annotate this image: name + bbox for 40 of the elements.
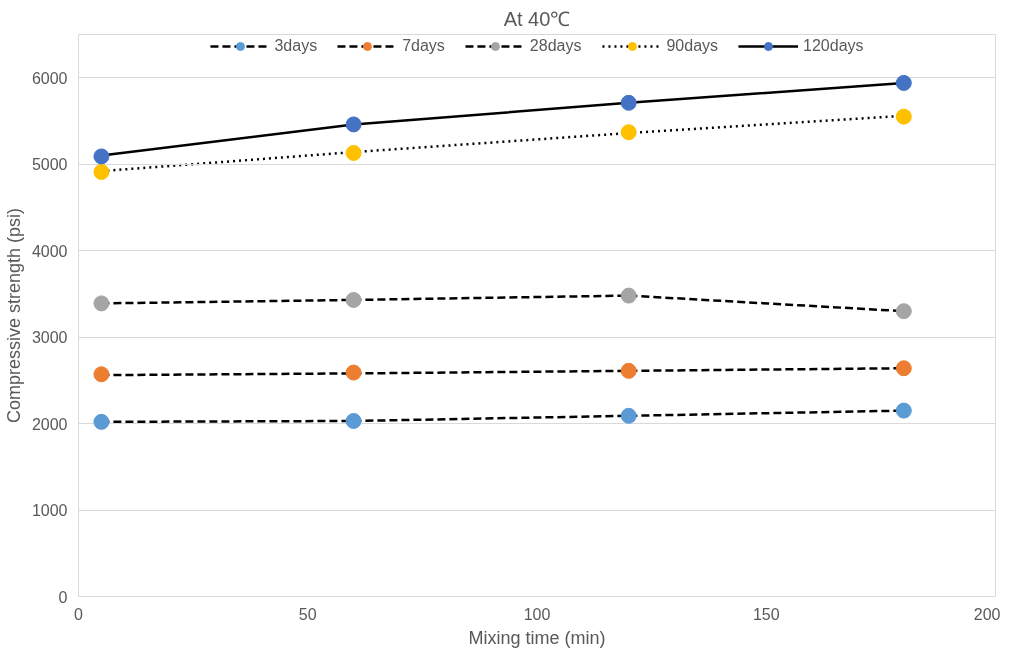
y-tick-label: 6000 xyxy=(31,69,68,87)
point xyxy=(345,364,362,381)
point xyxy=(93,163,110,180)
legend-label: 28days xyxy=(529,37,582,55)
x-tick-label: 0 xyxy=(74,605,84,623)
point xyxy=(620,407,637,424)
x-tick-label: 50 xyxy=(298,605,317,623)
chart-title: At 40℃ xyxy=(503,7,571,30)
point xyxy=(620,124,637,141)
point xyxy=(620,287,637,304)
point xyxy=(345,291,362,308)
point xyxy=(93,366,110,383)
y-tick-label: 2000 xyxy=(31,415,68,433)
point xyxy=(895,108,912,125)
y-tick-label: 5000 xyxy=(31,156,68,174)
x-tick-label: 200 xyxy=(973,605,1001,623)
point xyxy=(895,74,912,91)
y-tick-label: 1000 xyxy=(31,502,68,520)
point xyxy=(895,303,912,320)
point xyxy=(93,148,110,165)
point xyxy=(93,413,110,430)
point xyxy=(620,94,637,111)
x-tick-label: 150 xyxy=(752,605,780,623)
legend-label: 90days xyxy=(666,37,719,55)
point xyxy=(345,413,362,429)
legend-label: 120days xyxy=(803,37,864,55)
point xyxy=(93,295,110,312)
y-tick-label: 4000 xyxy=(31,242,68,260)
x-axis-title: Mixing time (min) xyxy=(468,627,606,648)
point xyxy=(895,360,912,377)
legend-label: 7days xyxy=(402,37,445,55)
point xyxy=(895,402,912,419)
x-tick-label: 100 xyxy=(523,605,551,623)
y-axis-title: Compressive strength (psi) xyxy=(3,207,24,424)
y-tick-label: 0 xyxy=(58,588,68,606)
point xyxy=(345,116,362,133)
legend-label: 3days xyxy=(274,37,318,55)
point xyxy=(620,362,637,379)
y-tick-label: 3000 xyxy=(31,329,68,347)
point xyxy=(345,144,362,161)
